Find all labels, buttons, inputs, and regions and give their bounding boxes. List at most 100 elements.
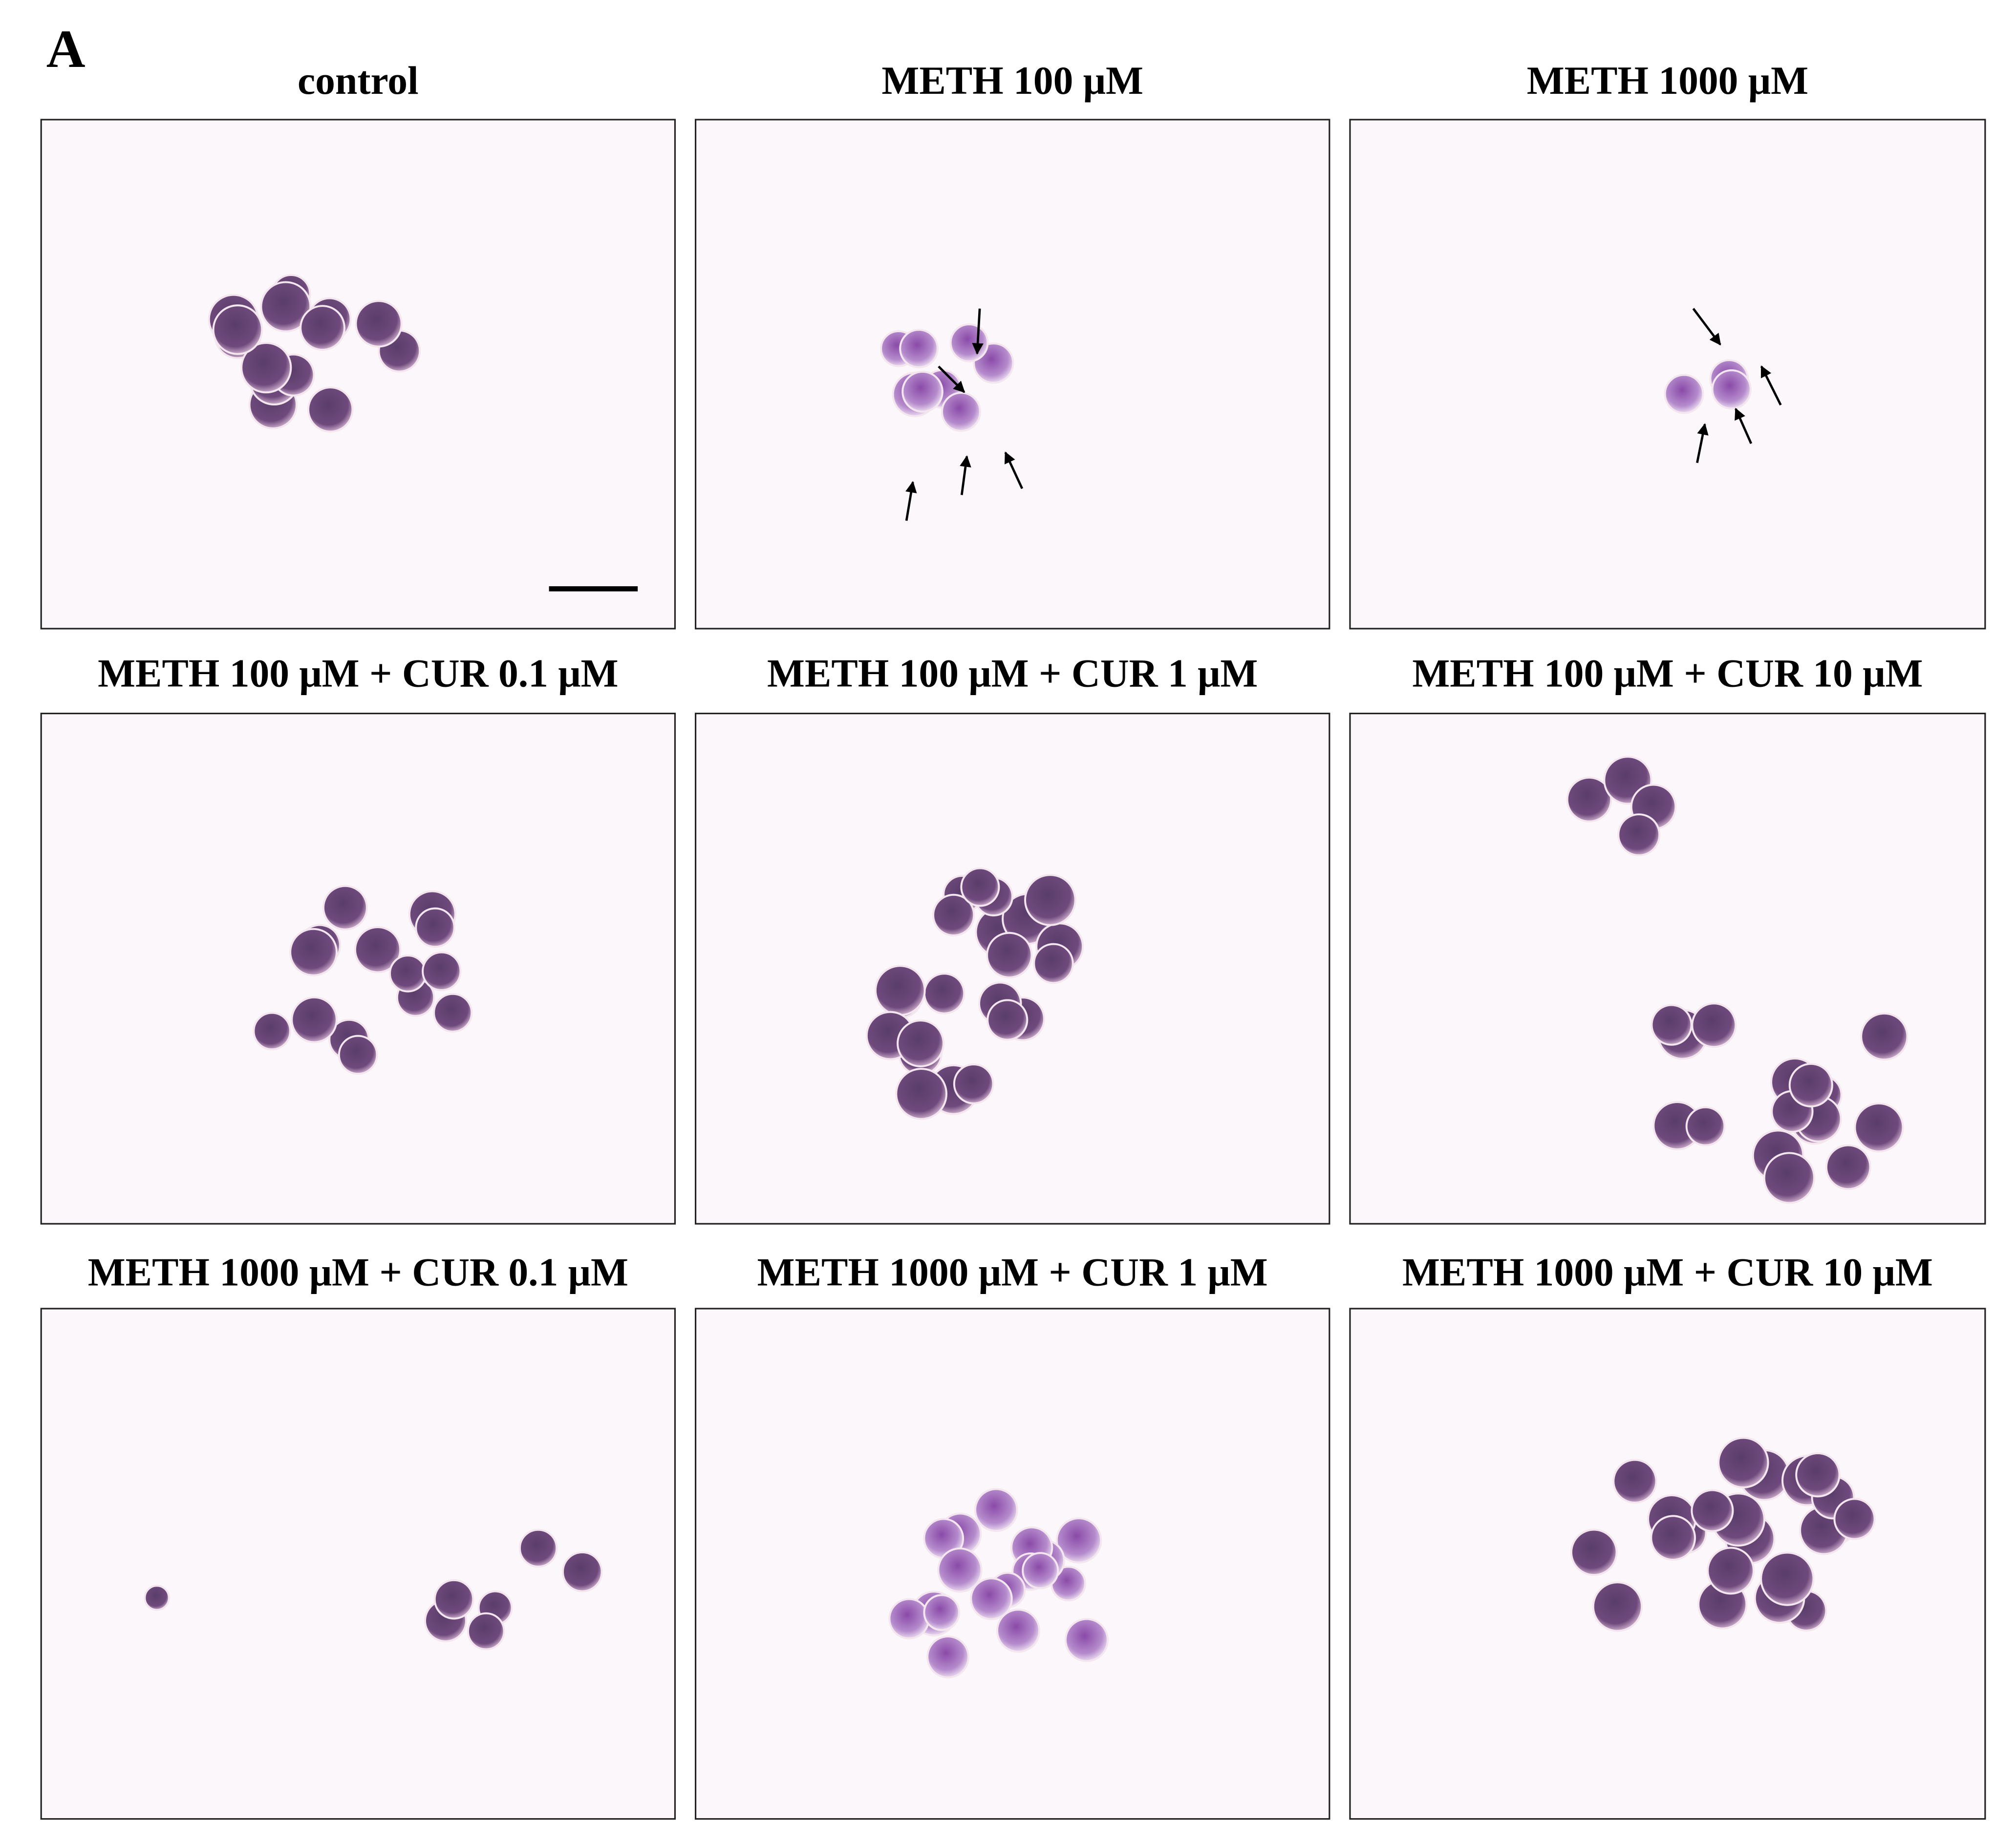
cell	[1788, 1062, 1833, 1107]
cell	[260, 281, 312, 333]
arrow	[960, 455, 971, 495]
cell	[433, 1579, 474, 1620]
cell	[1024, 874, 1076, 926]
cell	[389, 955, 427, 993]
cell	[253, 1012, 291, 1051]
cell	[1854, 1102, 1904, 1153]
cell	[291, 996, 338, 1043]
micrograph-panel	[694, 119, 1330, 630]
cell	[1566, 776, 1612, 823]
cell	[322, 885, 368, 931]
cell	[901, 371, 944, 413]
cell	[895, 1068, 947, 1120]
micrograph-panel	[1349, 1308, 1986, 1820]
cell	[937, 1547, 983, 1593]
cell	[1592, 1581, 1643, 1632]
cell	[987, 999, 1029, 1041]
panel-title: METH 100 μM + CUR 0.1 μM	[98, 651, 619, 695]
cell	[1825, 1144, 1871, 1190]
cell	[355, 300, 403, 348]
cell	[422, 951, 462, 991]
cell	[1795, 1452, 1841, 1498]
cell	[874, 965, 926, 1016]
micrograph-background	[1349, 119, 1986, 630]
cell	[338, 1035, 378, 1075]
cell	[433, 993, 473, 1033]
cell	[960, 867, 1000, 907]
arrow	[972, 308, 984, 355]
cell	[1760, 1551, 1815, 1606]
cell	[1612, 1459, 1657, 1504]
cell	[941, 392, 981, 432]
micrograph-background	[694, 1308, 1330, 1820]
cell	[1685, 1106, 1726, 1146]
micrograph-panel	[40, 713, 676, 1225]
cell	[518, 1528, 558, 1568]
cell	[1691, 1002, 1737, 1048]
panel-title: METH 1000 μM + CUR 10 μM	[1402, 1250, 1933, 1294]
micrograph-background	[40, 119, 676, 630]
cell	[212, 304, 263, 355]
panel-title: METH 1000 μM	[1527, 58, 1808, 103]
arrow	[1760, 365, 1782, 406]
cell	[897, 1019, 944, 1067]
cell	[1711, 369, 1752, 410]
cell	[289, 928, 338, 976]
arrow	[938, 365, 965, 393]
cell	[1650, 1515, 1696, 1561]
cell	[923, 973, 965, 1015]
cell	[1022, 1552, 1059, 1590]
panel-title: METH 100 μM + CUR 10 μM	[1412, 651, 1923, 695]
micrograph-panel	[40, 1308, 676, 1820]
cell	[953, 1063, 994, 1104]
cell	[1707, 1547, 1755, 1595]
cell	[899, 329, 939, 368]
arrow	[905, 481, 917, 521]
cell	[1617, 813, 1661, 856]
cell	[307, 386, 354, 433]
cell	[1717, 1437, 1769, 1488]
panel-title: METH 1000 μM + CUR 0.1 μM	[88, 1250, 628, 1294]
cell	[970, 1577, 1013, 1620]
cell	[923, 1594, 960, 1631]
arrow	[1735, 407, 1753, 444]
panel-title: METH 1000 μM + CUR 1 μM	[757, 1250, 1268, 1294]
panel-title: METH 100 μM	[881, 58, 1143, 103]
micrograph-panel	[1349, 713, 1986, 1225]
cell	[974, 1488, 1018, 1532]
cell	[562, 1551, 603, 1592]
cell	[144, 1585, 170, 1611]
micrograph-panel	[1349, 119, 1986, 630]
cell	[1691, 1489, 1734, 1532]
cell	[354, 926, 402, 974]
cell	[240, 342, 292, 394]
arrow	[1004, 451, 1024, 489]
cell	[300, 305, 345, 351]
panel-title: METH 100 μM + CUR 1 μM	[767, 651, 1258, 695]
arrow	[1692, 308, 1721, 346]
arrow	[1696, 423, 1709, 463]
cell	[888, 1598, 930, 1639]
cell	[1033, 943, 1074, 984]
cell	[926, 1635, 970, 1678]
cell	[932, 893, 975, 936]
panel-label: A	[46, 19, 86, 79]
cell	[1860, 1012, 1909, 1061]
cell	[1664, 374, 1704, 414]
micrograph-panel	[40, 119, 676, 630]
cell	[467, 1612, 505, 1651]
cell	[1055, 1517, 1102, 1564]
micrograph-background	[1349, 1308, 1986, 1820]
cell	[1064, 1618, 1109, 1662]
micrograph-panel	[694, 1308, 1330, 1820]
micrograph-panel	[694, 713, 1330, 1225]
cell	[986, 932, 1033, 978]
cell	[415, 907, 455, 948]
cell	[1651, 1004, 1693, 1046]
cell	[1833, 1498, 1876, 1540]
panel-title: control	[298, 58, 419, 103]
micrograph-background	[40, 713, 676, 1225]
cell	[1763, 1152, 1815, 1204]
cell	[996, 1609, 1040, 1653]
